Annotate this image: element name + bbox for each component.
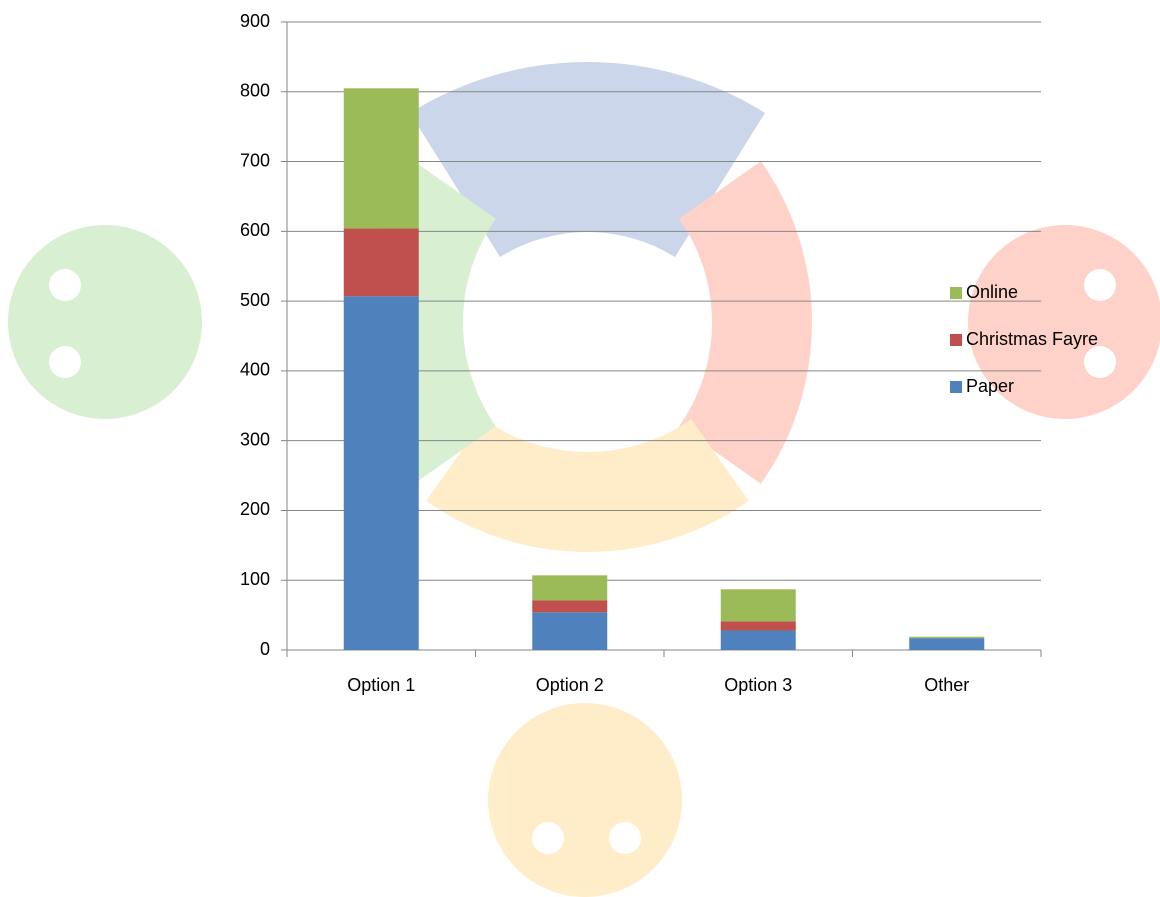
y-tick-label: 300 — [240, 429, 270, 449]
legend-swatch — [950, 287, 962, 299]
logo-arc — [426, 418, 749, 552]
logo-dot — [532, 822, 564, 854]
y-tick-label: 0 — [260, 639, 270, 659]
logo-dot — [1084, 269, 1116, 301]
y-tick-label: 800 — [240, 81, 270, 101]
y-tick-label: 700 — [240, 150, 270, 170]
y-tick-label: 900 — [240, 11, 270, 31]
legend-label: Paper — [966, 376, 1014, 396]
bar-segment — [343, 88, 419, 229]
logo-dot — [609, 822, 641, 854]
bar-segment — [532, 600, 608, 613]
y-tick-label: 500 — [240, 290, 270, 310]
logo-dot — [1084, 346, 1116, 378]
bar-segment — [532, 575, 608, 601]
y-tick-label: 600 — [240, 220, 270, 240]
bar-segment — [720, 630, 796, 650]
background-logo — [8, 62, 1160, 897]
bar-segment — [532, 612, 608, 650]
x-tick-label: Other — [924, 675, 969, 695]
legend-label: Online — [966, 282, 1018, 302]
bar-segment — [720, 589, 796, 622]
y-tick-label: 200 — [240, 499, 270, 519]
logo-arc — [678, 161, 812, 484]
logo-dot — [49, 269, 81, 301]
legend-swatch — [950, 381, 962, 393]
legend-label: Christmas Fayre — [966, 329, 1098, 349]
logo-arc — [409, 62, 766, 259]
bar-segment — [343, 228, 419, 297]
x-tick-label: Option 2 — [536, 675, 604, 695]
x-tick-label: Option 1 — [347, 675, 415, 695]
y-tick-label: 400 — [240, 360, 270, 380]
logo-dot — [49, 346, 81, 378]
legend-swatch — [950, 334, 962, 346]
y-tick-label: 100 — [240, 569, 270, 589]
logo-arc — [363, 161, 497, 484]
bar-segment — [909, 636, 985, 639]
x-tick-label: Option 3 — [724, 675, 792, 695]
bar-segment — [909, 638, 985, 650]
bar-segment — [720, 621, 796, 631]
logo-circle — [488, 703, 682, 897]
logo-circle — [8, 225, 202, 419]
bar-segment — [343, 296, 419, 650]
